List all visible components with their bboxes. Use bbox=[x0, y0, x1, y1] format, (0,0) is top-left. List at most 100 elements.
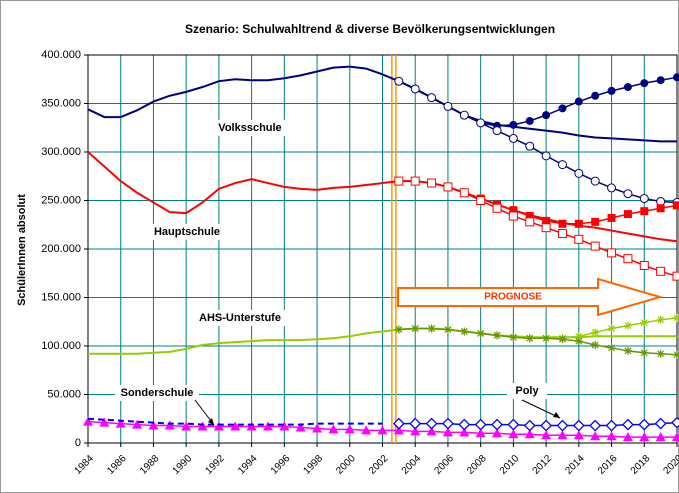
point bbox=[640, 79, 649, 88]
label-bg bbox=[115, 385, 199, 401]
point bbox=[607, 343, 616, 352]
point bbox=[574, 234, 584, 244]
point bbox=[573, 430, 584, 440]
point bbox=[591, 91, 600, 100]
point bbox=[525, 334, 534, 343]
point bbox=[132, 419, 143, 429]
point bbox=[574, 219, 583, 228]
point bbox=[572, 419, 585, 432]
point bbox=[656, 349, 665, 358]
point bbox=[623, 254, 633, 264]
point bbox=[295, 422, 306, 432]
y-tick-label: 0 bbox=[75, 437, 81, 449]
point bbox=[99, 417, 110, 427]
y-tick-label: 50.000 bbox=[47, 388, 81, 400]
point bbox=[458, 418, 471, 431]
point bbox=[459, 427, 470, 437]
point bbox=[606, 431, 617, 441]
point bbox=[525, 217, 535, 227]
point bbox=[541, 223, 551, 233]
plot-area bbox=[87, 54, 678, 444]
series-line bbox=[87, 65, 677, 143]
point bbox=[410, 426, 421, 436]
series-label: Hauptschule bbox=[154, 226, 220, 238]
point bbox=[671, 416, 679, 429]
point bbox=[344, 424, 355, 434]
point bbox=[621, 418, 634, 431]
y-tick-label: 400.000 bbox=[41, 49, 81, 61]
point bbox=[115, 418, 126, 428]
point bbox=[590, 176, 600, 186]
y-tick-label: 350.000 bbox=[41, 97, 81, 109]
point bbox=[673, 201, 679, 210]
point bbox=[574, 97, 583, 106]
pointer-arrow bbox=[553, 412, 560, 418]
point bbox=[607, 86, 616, 95]
point bbox=[672, 432, 679, 442]
series-label: Volksschule bbox=[218, 122, 281, 134]
forecast-arrow bbox=[397, 277, 664, 317]
point bbox=[230, 421, 241, 431]
point bbox=[525, 116, 534, 125]
point bbox=[656, 266, 666, 276]
point bbox=[279, 421, 290, 431]
point bbox=[427, 324, 436, 333]
point bbox=[607, 248, 617, 258]
point bbox=[181, 421, 192, 431]
y-tick-label: 150.000 bbox=[41, 291, 81, 303]
label-bg bbox=[148, 224, 226, 240]
point bbox=[524, 429, 535, 439]
point bbox=[443, 325, 452, 334]
point bbox=[556, 419, 569, 432]
point bbox=[393, 425, 404, 435]
point bbox=[589, 419, 602, 432]
point bbox=[394, 76, 404, 86]
point bbox=[427, 93, 437, 103]
point bbox=[639, 432, 650, 442]
point bbox=[639, 260, 649, 270]
forecast-label: PROGNOSE bbox=[484, 292, 542, 303]
point bbox=[574, 168, 584, 178]
point bbox=[623, 83, 632, 92]
y-tick-label: 200.000 bbox=[41, 243, 81, 255]
point bbox=[622, 432, 633, 442]
series-label: Sonderschule bbox=[121, 387, 194, 399]
point bbox=[542, 334, 551, 343]
point bbox=[83, 416, 93, 426]
point bbox=[443, 182, 453, 192]
point bbox=[558, 104, 567, 113]
point bbox=[312, 423, 323, 433]
y-axis-label: SchülerInnen absolut bbox=[16, 194, 28, 306]
point bbox=[410, 84, 420, 94]
point bbox=[507, 418, 520, 431]
label-bg bbox=[194, 310, 286, 326]
point bbox=[607, 324, 616, 333]
point bbox=[425, 417, 438, 430]
point bbox=[673, 73, 679, 82]
point bbox=[591, 341, 600, 350]
point bbox=[623, 210, 632, 219]
point bbox=[262, 421, 273, 431]
point bbox=[377, 425, 388, 435]
point bbox=[409, 417, 422, 430]
point bbox=[558, 219, 567, 228]
y-tick-label: 100.000 bbox=[41, 340, 81, 352]
point bbox=[246, 421, 257, 431]
point bbox=[328, 424, 339, 434]
point bbox=[605, 419, 618, 432]
point bbox=[493, 331, 502, 340]
point bbox=[640, 348, 649, 357]
point bbox=[607, 213, 616, 222]
point bbox=[672, 271, 679, 281]
chart-title: Szenario: Schulwahltrend & diverse Bevöl… bbox=[185, 22, 555, 36]
point bbox=[476, 329, 485, 338]
point bbox=[460, 327, 469, 336]
point bbox=[623, 189, 633, 199]
point bbox=[607, 183, 617, 193]
y-tick-label: 300.000 bbox=[41, 146, 81, 158]
point bbox=[410, 176, 420, 186]
point bbox=[164, 420, 175, 430]
point bbox=[427, 178, 437, 188]
